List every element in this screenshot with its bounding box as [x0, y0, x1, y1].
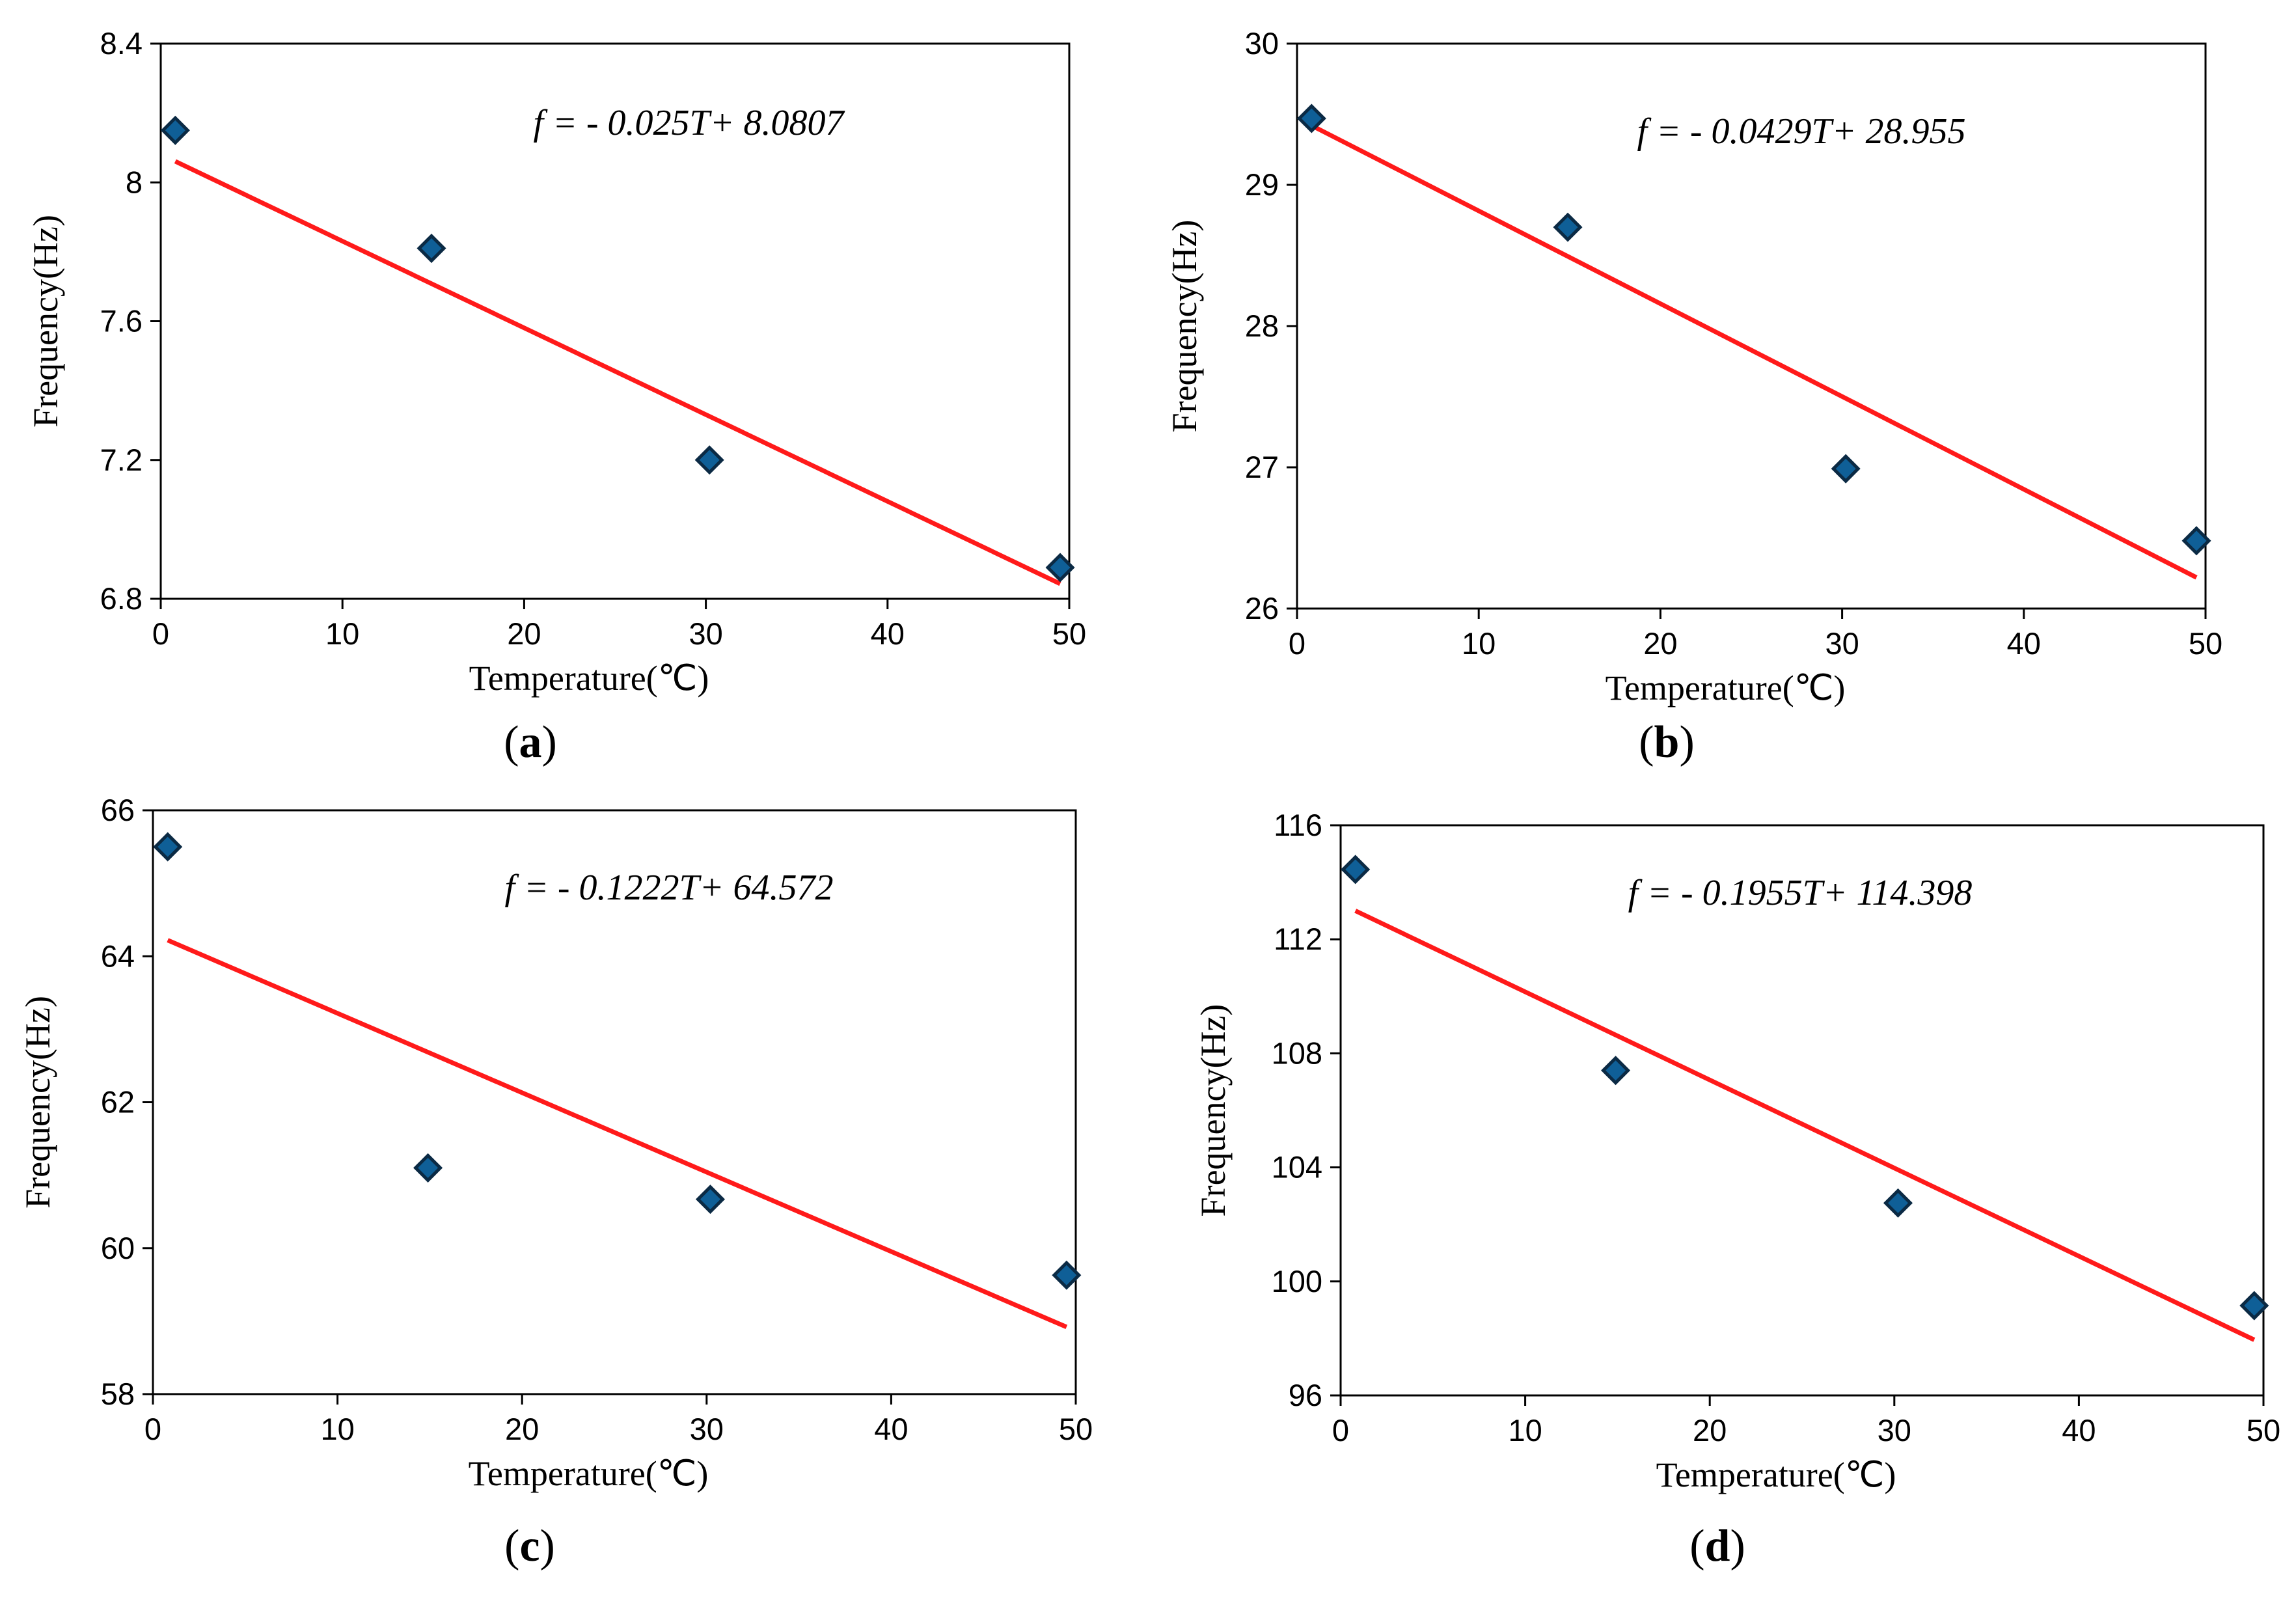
- x-tick-label: 30: [689, 616, 722, 651]
- y-tick-label: 27: [1245, 450, 1279, 484]
- fit-equation: f = - 0.0429T+ 28.955: [1637, 111, 1966, 152]
- data-point: [694, 445, 724, 475]
- x-tick-label: 50: [2247, 1413, 2280, 1447]
- y-tick-label: 66: [101, 793, 135, 827]
- x-tick-label: 40: [874, 1412, 908, 1446]
- data-point: [1296, 103, 1326, 133]
- x-axis-title: Temperature(℃): [1606, 668, 1846, 707]
- panel-letter: a: [519, 717, 542, 767]
- y-tick-label: 116: [1274, 808, 1322, 842]
- y-tick-label: 100: [1272, 1264, 1322, 1298]
- data-point: [160, 115, 190, 145]
- x-axis-title: Temperature(℃): [469, 1454, 709, 1493]
- fit-equation: f = - 0.1222T+ 64.572: [505, 868, 834, 908]
- chart-panel-d: 0 10 20 30 40 50 96 100 104 108 112 116 Temperature(…: [1194, 808, 2280, 1571]
- x-tick-label: 30: [1878, 1413, 1911, 1447]
- x-tick-label: 30: [690, 1412, 724, 1446]
- data-point: [417, 234, 446, 264]
- x-tick-label: 50: [1052, 616, 1086, 651]
- y-axis-title: Frequency(Hz): [1194, 1004, 1233, 1217]
- x-tick-label: 0: [152, 616, 169, 651]
- y-tick-label: 104: [1272, 1150, 1322, 1185]
- x-tick-label: 20: [505, 1412, 539, 1446]
- y-tick-label: 108: [1272, 1036, 1322, 1070]
- x-tick-label: 40: [2007, 626, 2041, 661]
- y-tick-label: 8: [126, 165, 143, 199]
- y-tick-label: 8.4: [100, 26, 143, 61]
- x-tick-label: 10: [325, 616, 359, 651]
- fit-line: [174, 159, 1061, 586]
- data-point: [1341, 855, 1371, 885]
- chart-panel-c: 0 10 20 30 40 50 58 60 62 64 66 Temperature(℃) Frequ…: [18, 793, 1093, 1571]
- y-tick-label: 62: [101, 1085, 135, 1119]
- y-tick-label: 64: [101, 939, 135, 973]
- panel-letter: b: [1654, 717, 1680, 767]
- y-tick-label: 26: [1245, 591, 1279, 625]
- x-tick-label: 10: [1462, 626, 1496, 661]
- plot-area: [159, 42, 1071, 600]
- plot-area: [152, 809, 1077, 1395]
- y-tick-label: 29: [1245, 167, 1279, 202]
- data-point: [2181, 526, 2211, 556]
- y-tick-label: 30: [1245, 26, 1279, 61]
- fit-line: [1354, 909, 2256, 1342]
- data-point: [695, 1185, 726, 1214]
- x-tick-label: 0: [144, 1412, 161, 1446]
- plot-area: [1339, 824, 2265, 1397]
- y-tick-label: 60: [101, 1231, 135, 1265]
- y-tick-label: 28: [1245, 309, 1279, 343]
- x-axis-title: Temperature(℃): [469, 659, 709, 698]
- data-point: [1601, 1056, 1631, 1086]
- x-tick-label: 10: [320, 1412, 354, 1446]
- y-axis-title: Frequency(Hz): [26, 215, 65, 428]
- x-tick-label: 40: [2062, 1413, 2096, 1447]
- chart-panel-b: 0 10 20 30 40 50 26 27 28 29 30 Temperature(℃) Frequ…: [1165, 26, 2222, 767]
- x-tick-label: 20: [1643, 626, 1677, 661]
- y-axis-title: Frequency(Hz): [18, 996, 57, 1209]
- panel-label: (d): [1689, 1521, 1745, 1571]
- x-tick-label: 0: [1289, 626, 1305, 661]
- data-point: [1553, 212, 1583, 242]
- y-tick-label: 6.8: [100, 581, 143, 616]
- data-point: [413, 1153, 443, 1183]
- panel-letter: c: [519, 1521, 540, 1571]
- panel-label: (c): [504, 1521, 555, 1571]
- x-tick-label: 0: [1332, 1413, 1349, 1447]
- data-point: [153, 832, 183, 862]
- fit-line: [1310, 123, 2198, 580]
- data-point: [1045, 553, 1075, 583]
- panel-label: (b): [1639, 717, 1695, 767]
- chart-panel-a: 0 10 20 30 40 50 6.8 7.2 7.6 8 8.4 Temperature(℃) Fr…: [26, 26, 1086, 767]
- fit-equation: f = - 0.025T+ 8.0807: [534, 103, 845, 143]
- panel-letter: d: [1705, 1521, 1730, 1571]
- data-point: [1883, 1188, 1913, 1218]
- y-tick-label: 58: [101, 1377, 135, 1411]
- data-point: [2239, 1291, 2269, 1321]
- x-tick-label: 10: [1508, 1413, 1542, 1447]
- y-tick-label: 112: [1274, 922, 1322, 956]
- data-point: [1831, 454, 1861, 484]
- data-point: [1052, 1260, 1082, 1290]
- x-tick-label: 40: [871, 616, 905, 651]
- y-tick-label: 7.6: [100, 304, 143, 338]
- x-tick-label: 20: [507, 616, 541, 651]
- fit-equation: f = - 0.1955T+ 114.398: [1628, 873, 1973, 913]
- x-tick-label: 30: [1825, 626, 1859, 661]
- fit-line: [167, 938, 1068, 1330]
- x-tick-label: 50: [1059, 1412, 1093, 1446]
- y-tick-label: 7.2: [100, 443, 143, 477]
- plot-area: [1296, 42, 2207, 610]
- panel-label: (a): [504, 717, 557, 767]
- x-tick-label: 50: [2189, 626, 2222, 661]
- x-axis-title: Temperature(℃): [1656, 1455, 1896, 1494]
- x-tick-label: 20: [1693, 1413, 1727, 1447]
- y-tick-label: 96: [1289, 1378, 1322, 1412]
- y-axis-title: Frequency(Hz): [1165, 220, 1204, 433]
